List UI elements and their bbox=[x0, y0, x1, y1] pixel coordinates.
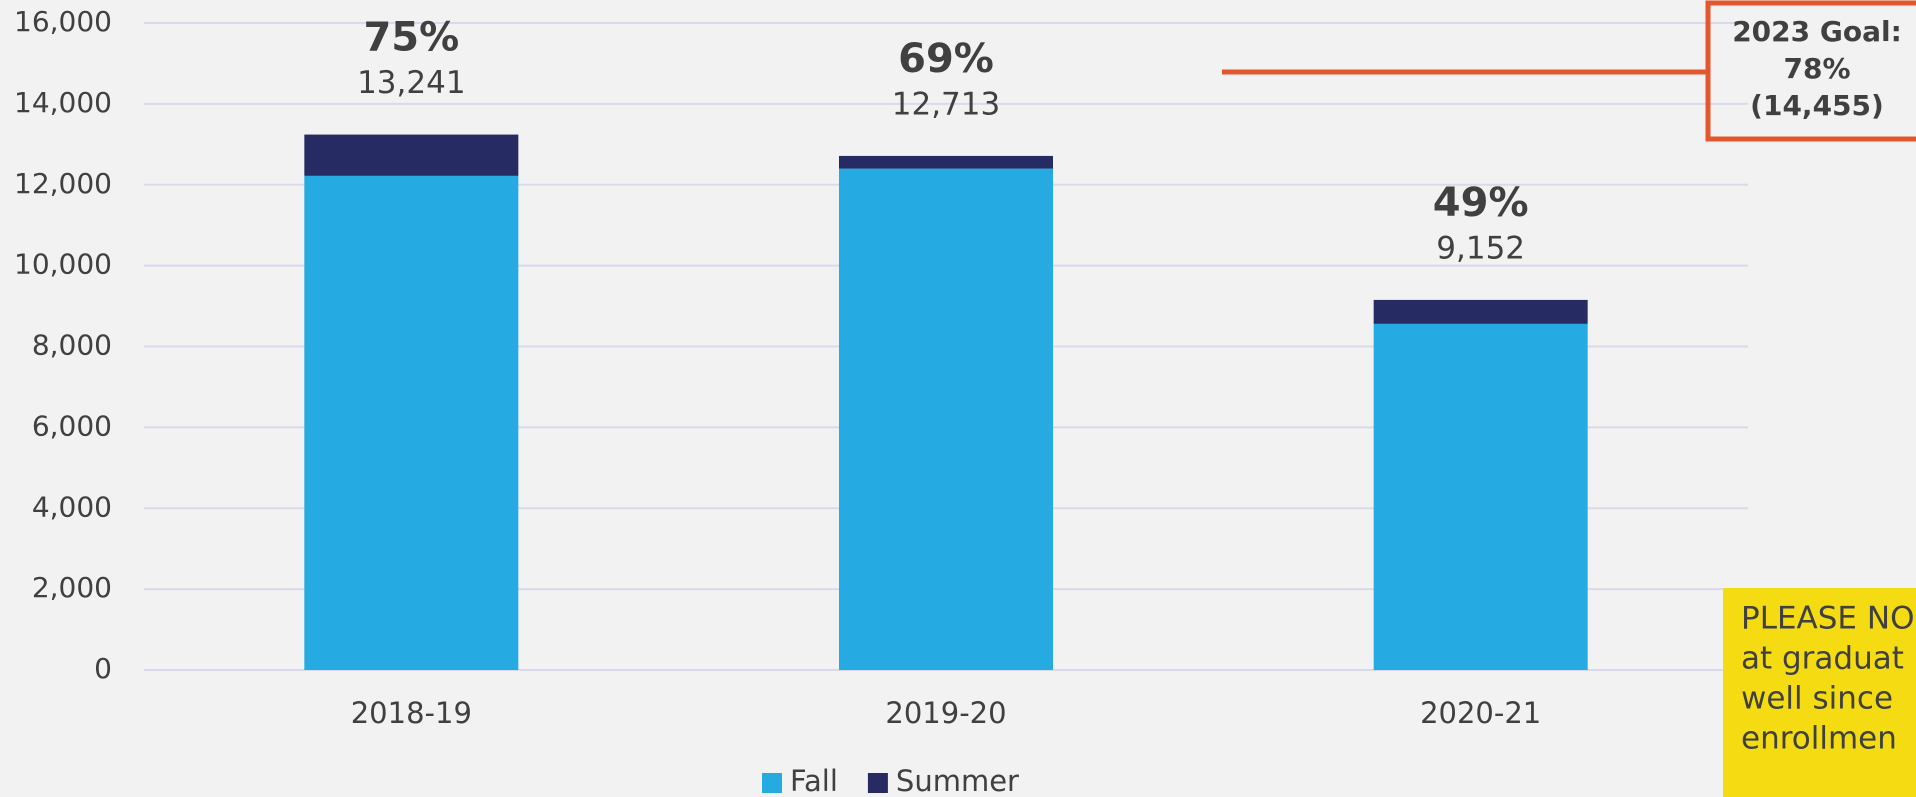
legend-label: Fall bbox=[790, 764, 838, 797]
goal-box bbox=[1705, 0, 1916, 142]
goal-text: 2023 Goal: bbox=[1732, 15, 1902, 48]
note-text: at graduat bbox=[1741, 641, 1904, 677]
bar-segment bbox=[1373, 323, 1588, 670]
y-tick-label: 6,000 bbox=[32, 409, 112, 442]
note-text: well since bbox=[1741, 681, 1893, 717]
y-tick-label: 0 bbox=[94, 652, 112, 685]
note-box bbox=[1723, 588, 1916, 797]
total-label: 12,713 bbox=[892, 86, 1000, 122]
total-label: 13,241 bbox=[357, 65, 465, 101]
goal-text: 78% bbox=[1783, 52, 1850, 85]
y-tick-label: 4,000 bbox=[32, 490, 112, 523]
x-tick-label: 2019-20 bbox=[885, 696, 1006, 730]
y-tick-label: 14,000 bbox=[14, 86, 112, 119]
bar-segment bbox=[839, 168, 1053, 670]
legend-swatch bbox=[867, 773, 888, 793]
x-tick-label: 2020-21 bbox=[1420, 696, 1541, 730]
bar-segment bbox=[304, 134, 519, 176]
y-tick-label: 16,000 bbox=[14, 5, 112, 38]
legend-label: Summer bbox=[896, 764, 1019, 797]
note-text: enrollmen bbox=[1741, 721, 1897, 757]
y-tick-label: 2,000 bbox=[32, 571, 112, 604]
y-tick-label: 12,000 bbox=[14, 167, 112, 200]
percent-label: 49% bbox=[1433, 180, 1529, 226]
x-tick-label: 2018-19 bbox=[351, 696, 472, 730]
bar-segment bbox=[839, 155, 1053, 169]
bar-segment bbox=[304, 175, 519, 670]
note-text: PLEASE NO bbox=[1741, 601, 1914, 637]
percent-label: 69% bbox=[898, 36, 994, 82]
y-tick-label: 8,000 bbox=[32, 329, 112, 362]
goal-text: (14,455) bbox=[1750, 89, 1884, 122]
percent-label: 75% bbox=[363, 15, 459, 61]
total-label: 9,152 bbox=[1436, 230, 1525, 266]
legend-swatch bbox=[762, 773, 782, 793]
y-tick-label: 10,000 bbox=[14, 248, 112, 281]
bar-segment bbox=[1373, 299, 1588, 324]
